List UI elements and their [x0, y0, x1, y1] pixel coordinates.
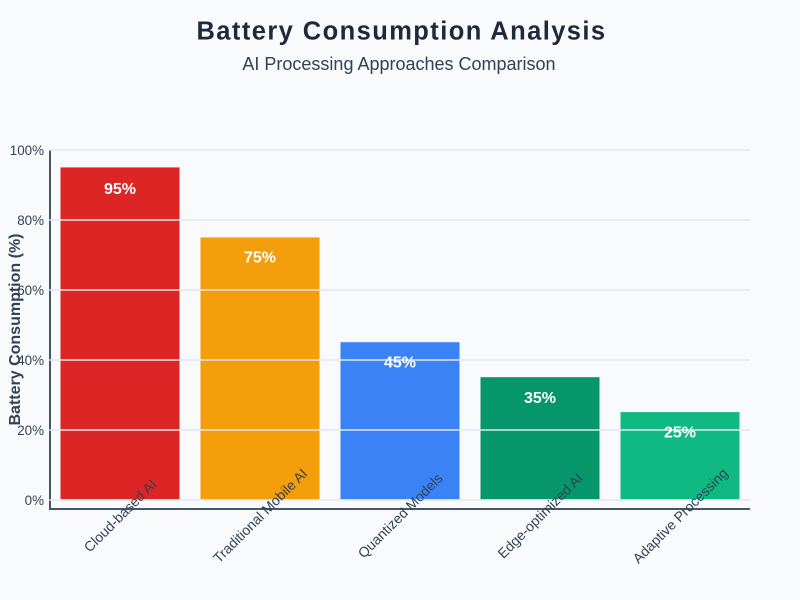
svg-text:Battery Consumption Analysis: Battery Consumption Analysis — [196, 18, 606, 46]
svg-text:80%: 80% — [17, 213, 44, 228]
svg-text:25%: 25% — [664, 425, 696, 442]
svg-text:60%: 60% — [17, 283, 44, 298]
svg-text:95%: 95% — [104, 181, 136, 198]
svg-text:40%: 40% — [17, 353, 44, 368]
svg-text:0%: 0% — [25, 493, 44, 508]
svg-text:AI Processing Approaches Compa: AI Processing Approaches Comparison — [242, 54, 555, 74]
svg-text:45%: 45% — [384, 354, 416, 371]
svg-text:75%: 75% — [244, 249, 276, 266]
svg-text:100%: 100% — [10, 143, 44, 158]
svg-text:20%: 20% — [17, 423, 44, 438]
svg-text:Battery Consumption (%): Battery Consumption (%) — [7, 234, 24, 426]
svg-text:35%: 35% — [524, 390, 556, 407]
